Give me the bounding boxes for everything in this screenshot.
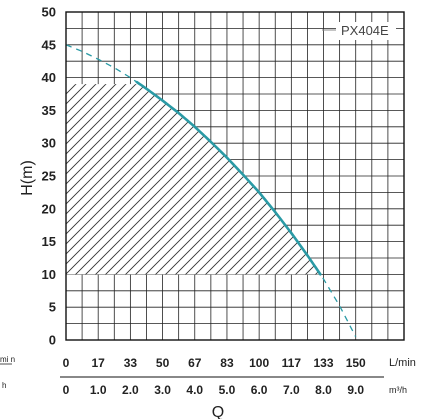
x-tick-label-lmin: 150 [346, 356, 366, 370]
y-tick-label: 35 [42, 103, 56, 118]
x-tick-label-lmin: 117 [282, 356, 302, 370]
x-tick-label-lmin: 67 [188, 356, 202, 370]
x-tick-label-m3h: 5.0 [219, 383, 236, 397]
y-tick-label: 20 [42, 201, 56, 216]
y-tick-label: 30 [42, 136, 56, 151]
y-tick-labels: 0 5 10 15 20 25 30 35 40 45 50 [42, 5, 56, 348]
y-tick-label: 40 [42, 70, 56, 85]
y-tick-label: 45 [42, 37, 56, 52]
y-tick-label: 10 [42, 267, 56, 282]
x-tick-label-m3h: 9.0 [347, 383, 364, 397]
performance-curve [66, 44, 357, 338]
y-tick-label: 50 [42, 5, 56, 20]
x-tick-label-lmin: 50 [156, 356, 170, 370]
x-tick-label-m3h: 0 [63, 383, 70, 397]
plot-frame [65, 11, 405, 341]
left-edge-fragment-top: mi n [0, 355, 15, 364]
x-axis-unit-lmin: L/min [389, 357, 416, 369]
x-tick-label-lmin: 133 [314, 356, 334, 370]
x-tick-label-m3h: 7.0 [283, 383, 300, 397]
curve-solid [135, 80, 322, 276]
y-tick-label: 15 [42, 234, 56, 249]
x-tick-label-lmin: 83 [220, 356, 234, 370]
y-tick-label: 0 [49, 333, 56, 348]
x-tick-label-m3h: 6.0 [251, 383, 268, 397]
x-tick-label-m3h: 8.0 [315, 383, 332, 397]
x-tick-labels: 0 17 33 50 67 83 100 117 133 150 0 1.0 2.0 3.0 4.0 5.0 6… [0, 356, 384, 397]
y-tick-label: 25 [42, 169, 56, 184]
x-tick-label-lmin: 17 [92, 356, 106, 370]
x-tick-label-lmin: 100 [249, 356, 269, 370]
y-tick-label: 5 [49, 300, 56, 315]
x-tick-label-lmin: 33 [124, 356, 138, 370]
x-tick-label-m3h: 4.0 [186, 383, 203, 397]
x-tick-label-m3h: 3.0 [154, 383, 171, 397]
plot-border [65, 11, 405, 341]
y-axis-label: H(m) [19, 160, 36, 196]
x-axis-unit-m3h: m³/h [389, 385, 407, 395]
left-edge-fragment-bottom: h [2, 381, 6, 390]
model-label-background [336, 22, 396, 40]
operating-region-hatch [66, 84, 321, 275]
x-tick-label-m3h: 2.0 [122, 383, 139, 397]
x-axis-label: Q [212, 404, 224, 419]
operating-region [66, 84, 321, 275]
x-tick-label-m3h: 1.0 [90, 383, 107, 397]
x-tick-label-lmin: 0 [63, 356, 70, 370]
model-label: PX404E [341, 23, 389, 38]
